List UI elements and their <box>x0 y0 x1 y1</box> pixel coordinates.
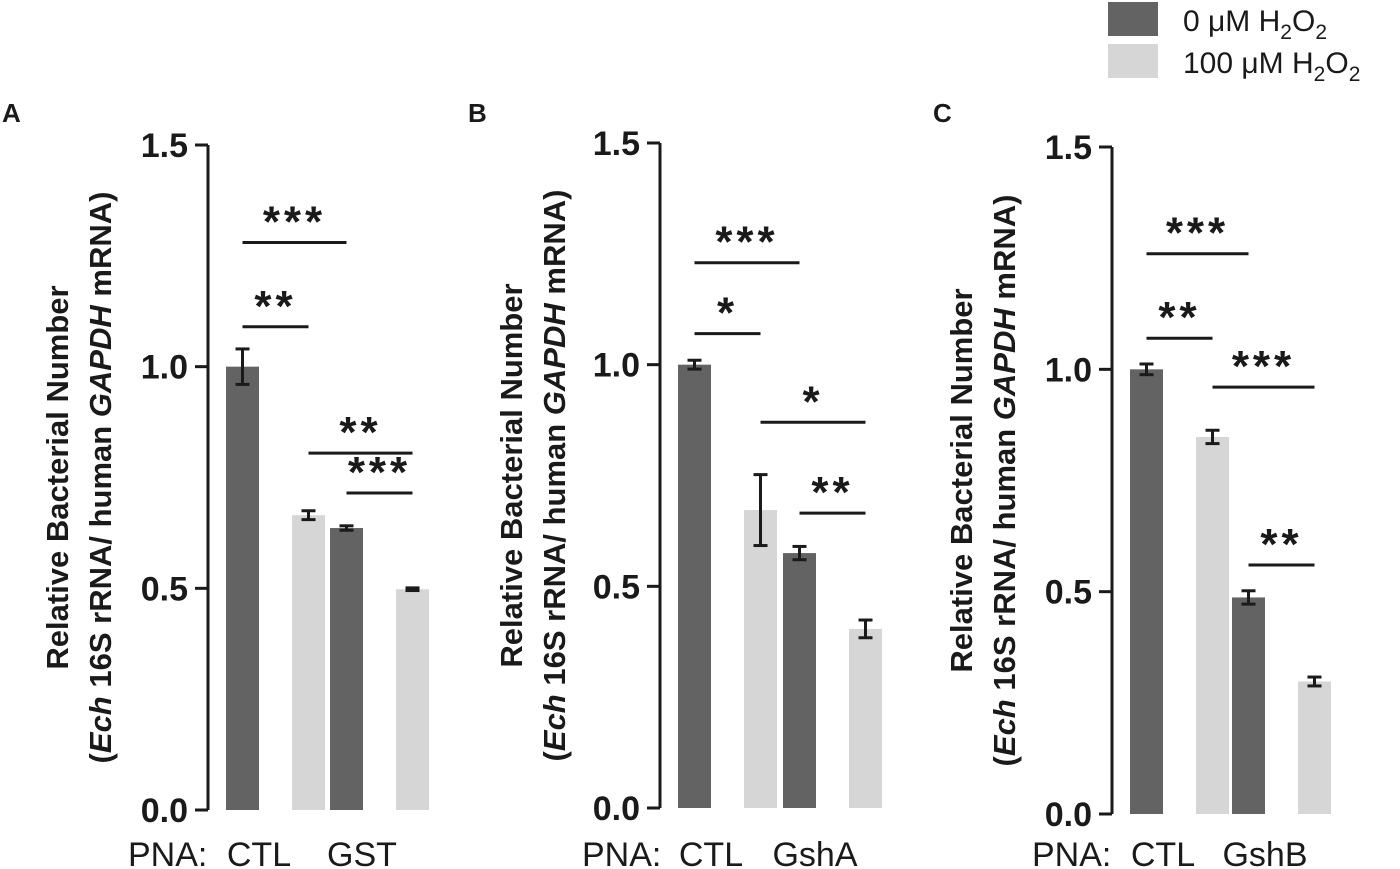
significance-annotation: * <box>694 289 761 338</box>
error-bar <box>1139 362 1154 377</box>
significance-stars: *** <box>348 448 411 497</box>
y-tick-label: 1.5 <box>141 127 188 165</box>
panel-letter: B <box>468 98 487 128</box>
x-category-label: GST <box>327 836 397 869</box>
significance-stars: * <box>717 289 738 338</box>
significance-stars: *** <box>1232 342 1295 391</box>
significance-stars: ** <box>811 468 853 517</box>
significance-stars: ** <box>1158 293 1200 342</box>
bar <box>678 364 711 808</box>
legend-label: 100 μM H2O2 <box>1183 47 1360 86</box>
error-bar <box>301 509 316 522</box>
significance-annotation: *** <box>1146 209 1249 258</box>
legend-swatch <box>1108 44 1158 78</box>
error-bar <box>339 524 354 532</box>
y-tick-label: 1.5 <box>1045 129 1092 167</box>
significance-annotation: *** <box>694 218 800 267</box>
y-tick-label: 0.5 <box>1045 574 1092 612</box>
bar <box>849 628 882 808</box>
y-axis-label: Relative Bacterial Number <box>944 288 979 672</box>
bar <box>1298 681 1331 814</box>
bar <box>744 510 777 808</box>
significance-annotation: ** <box>1146 293 1213 342</box>
y-tick-label: 0.5 <box>141 570 188 608</box>
legend-entry: 0 μM H2O2 <box>1108 2 1327 44</box>
significance-annotation: ** <box>308 408 413 457</box>
x-category-label: CTL <box>679 836 743 869</box>
y-tick-label: 0.0 <box>593 790 640 828</box>
bar <box>330 528 363 810</box>
y-tick-label: 0.5 <box>593 568 640 606</box>
pna-label: PNA: <box>582 836 661 869</box>
bar <box>226 366 259 810</box>
x-category-label: CTL <box>227 836 291 869</box>
significance-annotation: ** <box>1248 520 1315 569</box>
bar <box>396 589 429 810</box>
significance-annotation: ** <box>242 282 309 331</box>
error-bar <box>792 544 807 562</box>
y-axis-label: Relative Bacterial Number <box>494 283 529 667</box>
panel-letter: A <box>2 98 21 128</box>
bar <box>292 515 325 810</box>
significance-stars: *** <box>715 218 778 267</box>
legend-swatch <box>1108 2 1158 36</box>
error-bar <box>858 618 873 640</box>
legend-entry: 100 μM H2O2 <box>1108 44 1360 86</box>
significance-annotation: * <box>760 377 866 426</box>
error-bar <box>1307 675 1322 688</box>
y-axis-label-units: (Ech 16S rRNA/ human GAPDH mRNA) <box>83 192 118 764</box>
error-bar <box>1205 428 1220 446</box>
legend-label: 0 μM H2O2 <box>1183 5 1327 44</box>
error-bar <box>753 473 768 548</box>
error-bar <box>235 347 250 386</box>
y-tick-label: 1.0 <box>1045 351 1092 389</box>
bar <box>1130 369 1163 814</box>
y-tick-label: 1.0 <box>141 349 188 387</box>
significance-stars: *** <box>1166 209 1229 258</box>
panel-c: C Relative Bacterial Number(Ech 16S rRNA/… <box>933 98 1331 869</box>
significance-stars: ** <box>339 408 381 457</box>
bar <box>1232 597 1265 814</box>
error-bar <box>1241 589 1256 606</box>
x-category-label: CTL <box>1131 836 1195 869</box>
error-bar <box>687 358 702 371</box>
y-axis-label: Relative Bacterial Number <box>40 285 75 669</box>
y-axis-label-units: (Ech 16S rRNA/ human GAPDH mRNA) <box>537 190 572 762</box>
significance-stars: ** <box>1260 520 1302 569</box>
pna-label: PNA: <box>1032 836 1111 869</box>
x-category-label: GshB <box>1222 836 1307 869</box>
significance-stars: ** <box>254 282 296 331</box>
significance-annotation: ** <box>799 468 866 517</box>
bar <box>1196 436 1229 814</box>
panel-b: B Relative Bacterial Number(Ech 16S rRNA/… <box>468 98 882 869</box>
significance-annotation: *** <box>346 448 413 497</box>
x-category-label: GshA <box>772 836 857 869</box>
pna-label: PNA: <box>128 836 207 869</box>
y-tick-label: 0.0 <box>141 792 188 830</box>
y-tick-label: 0.0 <box>1045 796 1092 834</box>
significance-annotation: *** <box>242 198 347 247</box>
y-axis-label-units: (Ech 16S rRNA/ human GAPDH mRNA) <box>987 195 1022 767</box>
y-tick-label: 1.0 <box>593 347 640 385</box>
y-tick-label: 1.5 <box>593 125 640 163</box>
error-bar <box>405 586 420 593</box>
panel-letter: C <box>933 98 952 128</box>
panel-a: A Relative Bacterial Number(Ech 16S rRNA/… <box>2 98 429 869</box>
significance-annotation: *** <box>1212 342 1315 391</box>
bar <box>783 553 816 808</box>
significance-stars: *** <box>263 198 326 247</box>
significance-stars: * <box>802 377 823 426</box>
